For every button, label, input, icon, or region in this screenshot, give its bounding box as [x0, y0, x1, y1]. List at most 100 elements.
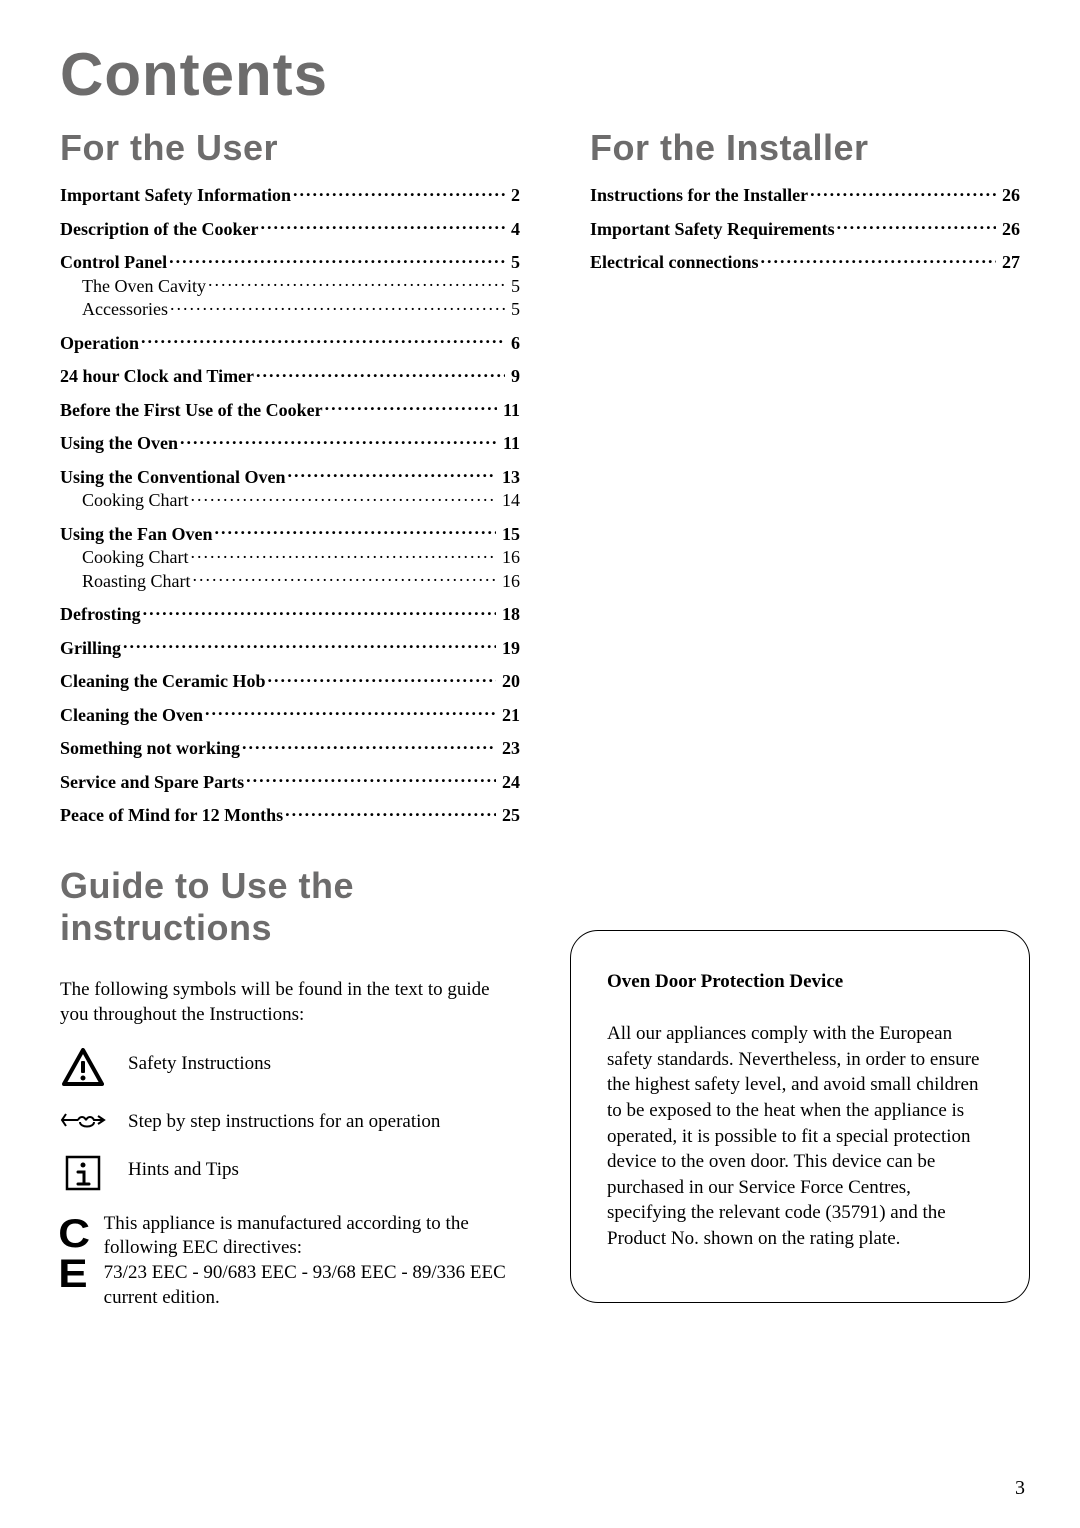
toc-label: Operation [60, 332, 139, 355]
info-box-title: Oven Door Protection Device [607, 971, 993, 993]
toc-dots [265, 669, 496, 687]
toc-page: 5 [505, 251, 520, 274]
toc-dots [286, 465, 496, 483]
toc-entry: Description of the Cooker 4 [60, 217, 520, 241]
warning-triangle-icon [60, 1048, 106, 1086]
toc-dots [191, 569, 497, 587]
toc-page: 9 [505, 365, 520, 388]
toc-entry: Important Safety Requirements 26 [590, 217, 1020, 241]
toc-group: Electrical connections 27 [590, 250, 1020, 274]
toc-label: Grilling [60, 637, 121, 660]
toc-label: Cooking Chart [82, 546, 189, 569]
toc-dots [835, 217, 996, 235]
toc-group: Important Safety Information 2 [60, 183, 520, 207]
ce-compliance-text: This appliance is manufactured according… [104, 1212, 520, 1311]
toc-label: Instructions for the Installer [590, 184, 808, 207]
toc-group: Cleaning the Ceramic Hob 20 [60, 669, 520, 693]
toc-page: 21 [496, 704, 520, 727]
toc-label: Using the Fan Oven [60, 523, 213, 546]
page-number: 3 [1015, 1477, 1025, 1500]
hand-pointer-icon [60, 1106, 106, 1134]
toc-entry: Grilling 19 [60, 636, 520, 660]
page-title: Contents [60, 40, 1020, 109]
toc-dots [206, 274, 505, 292]
toc-label: Control Panel [60, 251, 167, 274]
icon-label: Hints and Tips [128, 1154, 520, 1182]
toc-dots [141, 602, 496, 620]
toc-entry: Using the Fan Oven 15 [60, 522, 520, 546]
toc-page: 20 [496, 670, 520, 693]
toc-entry: Control Panel 5 [60, 250, 520, 274]
toc-page: 5 [505, 298, 520, 321]
toc-label: Peace of Mind for 12 Months [60, 804, 283, 827]
toc-dots [808, 183, 996, 201]
installer-toc-list: Instructions for the Installer 26 Importa… [590, 183, 1020, 274]
toc-dots [203, 703, 496, 721]
toc-subentry: Cooking Chart 14 [82, 488, 520, 512]
toc-group: Defrosting 18 [60, 602, 520, 626]
toc-dots [758, 250, 996, 268]
user-section-header: For the User [60, 127, 520, 169]
toc-group: Grilling 19 [60, 636, 520, 660]
toc-entry: Important Safety Information 2 [60, 183, 520, 207]
toc-entry: Peace of Mind for 12 Months 25 [60, 803, 520, 827]
toc-label: Cleaning the Oven [60, 704, 203, 727]
guide-icon-row: Hints and Tips [60, 1154, 520, 1192]
toc-label: Electrical connections [590, 251, 758, 274]
toc-entry: Service and Spare Parts 24 [60, 770, 520, 794]
toc-label: Cooking Chart [82, 489, 189, 512]
toc-entry: Something not working 23 [60, 736, 520, 760]
toc-label: Defrosting [60, 603, 141, 626]
toc-page: 6 [505, 332, 520, 355]
toc-page: 11 [497, 399, 520, 422]
toc-group: Cleaning the Oven 21 [60, 703, 520, 727]
toc-page: 15 [496, 523, 520, 546]
toc-label: Before the First Use of the Cooker [60, 399, 323, 422]
toc-label: 24 hour Clock and Timer [60, 365, 254, 388]
toc-dots [244, 770, 496, 788]
toc-dots [258, 217, 505, 235]
toc-label: Using the Oven [60, 432, 178, 455]
toc-entry: Cleaning the Oven 21 [60, 703, 520, 727]
toc-entry: Electrical connections 27 [590, 250, 1020, 274]
toc-label: The Oven Cavity [82, 275, 206, 298]
toc-group: Instructions for the Installer 26 [590, 183, 1020, 207]
guide-icon-row: Safety Instructions [60, 1048, 520, 1086]
toc-label: Using the Conventional Oven [60, 466, 286, 489]
toc-page: 5 [505, 275, 520, 298]
toc-page: 26 [996, 184, 1020, 207]
toc-label: Important Safety Information [60, 184, 291, 207]
toc-label: Roasting Chart [82, 570, 191, 593]
toc-dots [167, 250, 505, 268]
toc-dots [254, 364, 505, 382]
toc-dots [168, 297, 505, 315]
toc-page: 24 [496, 771, 520, 794]
toc-group: Before the First Use of the Cooker 11 [60, 398, 520, 422]
toc-label: Description of the Cooker [60, 218, 258, 241]
toc-group: Control Panel 5The Oven Cavity 5Accessor… [60, 250, 520, 321]
toc-group: Peace of Mind for 12 Months 25 [60, 803, 520, 827]
guide-section-header: Guide to Use the instructions [60, 865, 520, 949]
toc-dots [240, 736, 496, 754]
guide-icon-row: Step by step instructions for an operati… [60, 1106, 520, 1134]
toc-label: Something not working [60, 737, 240, 760]
toc-page: 11 [497, 432, 520, 455]
info-box-body: All our appliances comply with the Europ… [607, 1021, 993, 1252]
toc-group: Description of the Cooker 4 [60, 217, 520, 241]
user-toc-list: Important Safety Information 2 Descriptio… [60, 183, 520, 827]
toc-dots [291, 183, 505, 201]
left-column: For the User Important Safety Informatio… [60, 127, 520, 1311]
toc-dots [213, 522, 496, 540]
toc-dots [121, 636, 496, 654]
toc-subentry: Accessories 5 [82, 297, 520, 321]
toc-group: Operation 6 [60, 331, 520, 355]
toc-page: 2 [505, 184, 520, 207]
toc-group: Using the Fan Oven 15Cooking Chart 16Roa… [60, 522, 520, 593]
toc-group: Something not working 23 [60, 736, 520, 760]
installer-section-header: For the Installer [590, 127, 1020, 169]
toc-dots [283, 803, 496, 821]
toc-entry: Before the First Use of the Cooker 11 [60, 398, 520, 422]
icon-label: Safety Instructions [128, 1048, 520, 1076]
toc-dots [139, 331, 505, 349]
toc-subentry: The Oven Cavity 5 [82, 274, 520, 298]
